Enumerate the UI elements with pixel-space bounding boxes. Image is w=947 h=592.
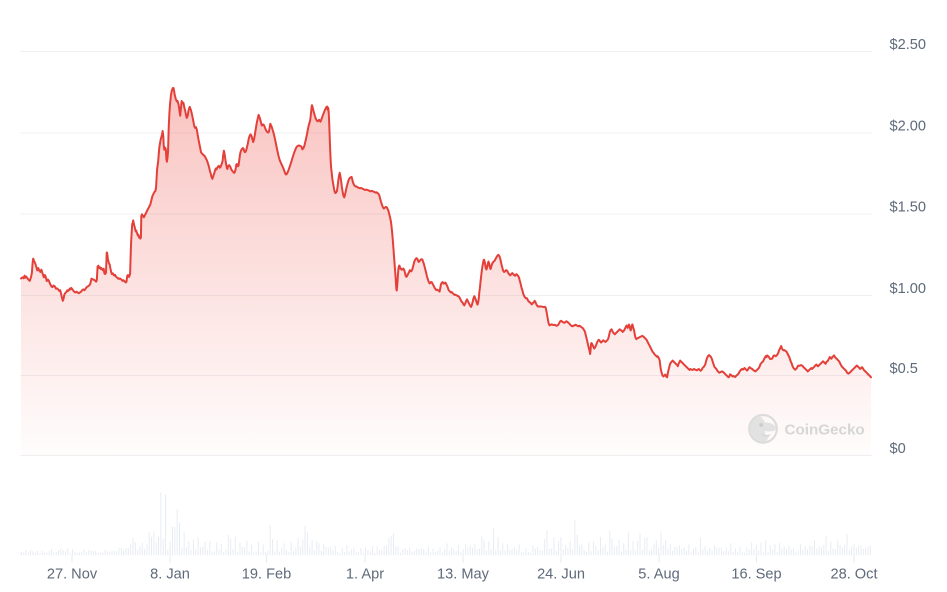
svg-text:28. Oct: 28. Oct [830,567,877,583]
svg-text:5. Aug: 5. Aug [638,567,679,583]
svg-text:13. May: 13. May [437,567,490,583]
svg-text:27. Nov: 27. Nov [47,567,98,583]
svg-text:16. Sep: 16. Sep [731,567,781,583]
svg-text:$1.50: $1.50 [890,200,927,216]
svg-text:24. Jun: 24. Jun [537,567,585,583]
svg-text:$2.00: $2.00 [890,119,927,135]
svg-text:19. Feb: 19. Feb [242,567,292,583]
svg-text:1. Apr: 1. Apr [346,567,384,583]
svg-text:CoinGecko: CoinGecko [785,421,865,438]
svg-text:$1.00: $1.00 [890,281,927,297]
svg-text:$0: $0 [890,441,906,457]
svg-text:8. Jan: 8. Jan [150,567,190,583]
svg-text:$2.50: $2.50 [890,37,927,53]
svg-text:$0.5: $0.5 [890,361,918,377]
